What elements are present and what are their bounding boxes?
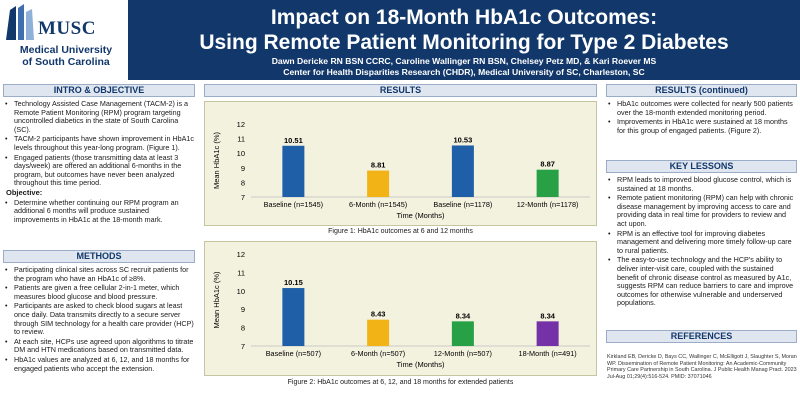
- figure-2-caption: Figure 2: HbA1c outcomes at 6, 12, and 1…: [287, 379, 514, 386]
- y-axis-label: Mean HbA1c (%): [212, 131, 221, 189]
- references-heading: REFERENCES: [606, 330, 797, 343]
- list-item: Remote patient monitoring (RPM) can help…: [607, 193, 797, 228]
- list-item: Improvements in HbA1c were sustained at …: [607, 117, 797, 135]
- y-tick-label: 8: [241, 324, 245, 333]
- bar: [451, 321, 474, 346]
- list-item: Determine whether continuing our RPM pro…: [4, 198, 196, 225]
- logo-subtitle-line1: Medical University: [19, 44, 113, 56]
- figure-1-chart: Mean HbA1c (%) 7 8 9 10 11 12 10.51 Baseline (n=…: [204, 101, 597, 226]
- musc-building-icon: [6, 4, 34, 40]
- bar: [367, 170, 390, 197]
- results-continued-heading: RESULTS (continued): [606, 84, 797, 97]
- methods-list: Participating clinical sites across SC r…: [4, 265, 196, 373]
- bar-value-label: 10.15: [284, 278, 303, 287]
- y-tick-label: 9: [241, 164, 245, 173]
- y-tick-label: 11: [237, 135, 245, 144]
- list-item: HbA1c values are analyzed at 6, 12, and …: [4, 355, 196, 373]
- x-axis-label: Time (Months): [396, 211, 445, 220]
- bar: [367, 319, 390, 346]
- bar: [282, 145, 305, 197]
- figure-1-caption: Figure 1: HbA1c outcomes at 6 and 12 mon…: [328, 228, 473, 235]
- musc-logo: MUSC Medical University of South Carolin…: [0, 0, 128, 80]
- methods-heading: METHODS: [3, 250, 195, 263]
- key-lessons-section: RPM leads to improved blood glucose cont…: [607, 175, 797, 309]
- objective-list: Determine whether continuing our RPM pro…: [4, 198, 196, 225]
- list-item: Patients are given a free cellular 2-in-…: [4, 283, 196, 301]
- list-item: TACM-2 participants have shown improveme…: [4, 135, 196, 152]
- logo-subtitle: Medical University of South Carolina: [4, 44, 128, 68]
- bar: [536, 321, 559, 346]
- intro-list: Technology Assisted Case Management (TAC…: [4, 99, 196, 188]
- bar: [451, 145, 474, 197]
- x-tick-label: 18-Month (n=491): [519, 349, 577, 358]
- y-tick-label: 11: [237, 268, 245, 277]
- list-item: Participants are asked to check blood su…: [4, 302, 196, 336]
- poster-title-line2: Using Remote Patient Monitoring for Type…: [199, 31, 729, 54]
- intro-section: Technology Assisted Case Management (TAC…: [4, 99, 196, 225]
- y-tick-label: 8: [241, 178, 245, 187]
- intro-heading: INTRO & OBJECTIVE: [3, 84, 195, 97]
- key-lessons-list: RPM leads to improved blood glucose cont…: [607, 175, 797, 308]
- y-axis-label: Mean HbA1c (%): [212, 271, 221, 329]
- bar: [282, 288, 305, 346]
- y-tick-label: 12: [237, 120, 245, 129]
- list-item: Technology Assisted Case Management (TAC…: [4, 99, 196, 134]
- bar: [536, 169, 559, 197]
- results-heading: RESULTS: [204, 84, 597, 97]
- x-axis-label: Time (Months): [396, 360, 445, 369]
- poster-title-line1: Impact on 18-Month HbA1c Outcomes:: [270, 6, 658, 29]
- results-continued-section: HbA1c outcomes were collected for nearly…: [607, 99, 797, 136]
- bar-value-label: 8.34: [540, 311, 555, 320]
- bar-value-label: 10.51: [284, 136, 303, 145]
- references-text: Kirkland EB, Dericke D, Bays CC, Walling…: [607, 354, 797, 380]
- x-tick-label: Baseline (n=1545): [264, 200, 323, 209]
- key-lessons-heading: KEY LESSONS: [606, 160, 797, 173]
- list-item: RPM is an effective tool for improving d…: [607, 229, 797, 256]
- methods-section: Participating clinical sites across SC r…: [4, 265, 196, 374]
- x-tick-label: 12-Month (n=507): [434, 349, 492, 358]
- figure-2-svg: Mean HbA1c (%) 7 8 9 10 11 12 10.15 Baseline (n=…: [212, 250, 590, 369]
- list-item: The easy-to-use technology and the HCP's…: [607, 256, 797, 308]
- list-item: HbA1c outcomes were collected for nearly…: [607, 99, 797, 117]
- bar-value-label: 8.87: [540, 160, 555, 169]
- y-tick-label: 9: [241, 305, 245, 314]
- x-tick-label: 6-Month (n=1545): [349, 200, 407, 209]
- y-tick-label: 7: [241, 193, 245, 202]
- x-tick-label: Baseline (n=1178): [433, 200, 492, 209]
- list-item: RPM leads to improved blood glucose cont…: [607, 175, 797, 193]
- authors: Dawn Dericke RN BSN CCRC, Caroline Walli…: [271, 56, 657, 66]
- poster-header: MUSC Medical University of South Carolin…: [0, 0, 800, 80]
- list-item: Engaged patients (those transmitting dat…: [4, 153, 196, 188]
- y-tick-label: 10: [237, 287, 245, 296]
- bar-value-label: 10.53: [453, 135, 472, 144]
- logo-subtitle-line2: of South Carolina: [22, 56, 110, 68]
- list-item: At each site, HCPs use agreed upon algor…: [4, 337, 196, 355]
- objective-label: Objective:: [6, 187, 43, 197]
- x-tick-label: 12-Month (n=1178): [517, 200, 579, 209]
- logo-wordmark: MUSC: [38, 18, 96, 39]
- list-item: Participating clinical sites across SC r…: [4, 265, 196, 283]
- x-tick-label: Baseline (n=507): [266, 349, 321, 358]
- affiliation: Center for Health Disparities Research (…: [283, 67, 645, 77]
- y-tick-label: 12: [237, 250, 245, 259]
- y-tick-label: 10: [237, 149, 245, 158]
- results-continued-list: HbA1c outcomes were collected for nearly…: [607, 99, 797, 135]
- bar-value-label: 8.81: [371, 161, 386, 170]
- y-tick-label: 7: [241, 342, 245, 351]
- bar-value-label: 8.43: [371, 310, 386, 319]
- bar-value-label: 8.34: [456, 311, 471, 320]
- figure-1-svg: Mean HbA1c (%) 7 8 9 10 11 12 10.51 Baseline (n=…: [212, 120, 590, 220]
- figure-2-chart: Mean HbA1c (%) 7 8 9 10 11 12 10.15 Baseline (n=…: [204, 241, 597, 376]
- x-tick-label: 6-Month (n=507): [351, 349, 405, 358]
